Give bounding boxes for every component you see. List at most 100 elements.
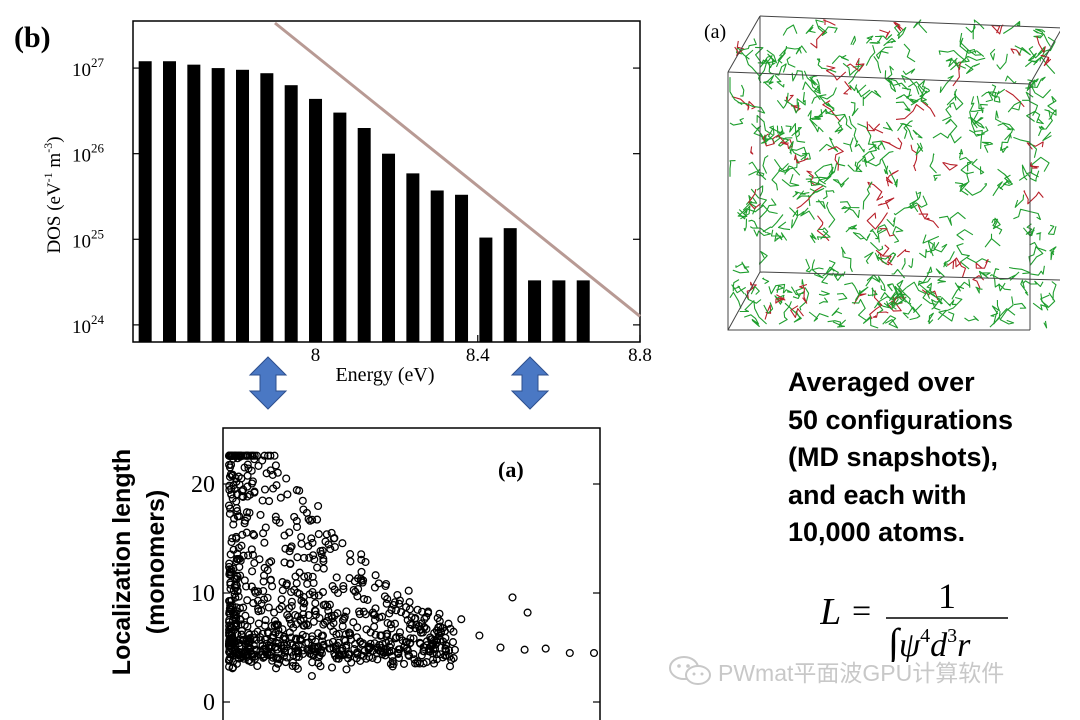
scatter-point (290, 512, 299, 521)
molecule-chain (882, 315, 899, 329)
scatter-point (357, 567, 366, 576)
molecule-chain (782, 24, 798, 36)
molecule-chain (1047, 95, 1057, 113)
scatter-point (272, 481, 281, 490)
molecule-chain (1036, 232, 1042, 241)
molecule-chain (992, 268, 1001, 288)
scatter-point (231, 574, 240, 583)
molecule-chain (1026, 141, 1044, 150)
molecule-chain (938, 309, 955, 322)
scatter-point (237, 487, 247, 496)
wechat-icon (669, 656, 711, 685)
scatter-point (344, 650, 353, 659)
molecule-chain (1000, 145, 1008, 153)
molecule-chain (959, 37, 985, 58)
molecule-chain (792, 191, 799, 198)
molecule-chain (762, 74, 775, 90)
scatter-point (347, 658, 356, 667)
scatter-point (390, 598, 399, 607)
scatter-point (342, 665, 351, 674)
scatter-point (319, 554, 328, 563)
scatter-point (378, 647, 387, 656)
molecule-chain (839, 201, 860, 209)
scatter-point (448, 638, 458, 647)
scatter-point (265, 497, 274, 506)
molecule-chain (990, 299, 1000, 317)
scatter-point (260, 652, 269, 661)
dos-x-tick-label: 8 (311, 345, 321, 366)
scatter-point (272, 620, 281, 629)
molecule-chain (762, 214, 784, 233)
molecule-chain (818, 25, 838, 36)
molecule-chain (929, 292, 941, 310)
molecule-chain (889, 80, 897, 93)
scatter-point (363, 595, 372, 604)
molecule-chain (776, 92, 789, 109)
loc-y-tick-label: 0 (203, 690, 215, 716)
scatter-point (342, 607, 351, 616)
molecule-chain (823, 166, 834, 183)
scatter-point (307, 534, 316, 543)
molecule-chain (998, 282, 1011, 292)
molecule-chain (908, 258, 914, 269)
dos-bar (284, 85, 298, 342)
scatter-point (243, 492, 252, 501)
scatter-point (284, 613, 294, 622)
molecule-chain (917, 80, 926, 102)
molecule-chain (784, 99, 800, 114)
molecule-chain (992, 181, 1004, 197)
molecule-chain (876, 224, 888, 243)
scatter-point (278, 625, 287, 634)
scatter-point (232, 603, 241, 612)
scatter-point (305, 590, 314, 599)
molecule-chain (814, 163, 833, 188)
molecule-chain (818, 297, 829, 305)
molecule-chain (862, 315, 879, 329)
molecule-chain (834, 114, 846, 134)
scatter-point (378, 612, 387, 621)
scatter-point (359, 595, 369, 604)
molecule-chain (1035, 28, 1046, 35)
molecule-chain (951, 279, 971, 300)
scatter-point (373, 655, 382, 664)
scatter-point (313, 515, 322, 524)
molecule-chain (946, 259, 962, 268)
molecule-chain (751, 123, 764, 138)
dos-bar (260, 73, 274, 342)
scatter-point (295, 568, 304, 577)
molecule-chain (818, 87, 837, 109)
scatter-point (330, 649, 339, 658)
scatter-point (457, 615, 466, 624)
scatter-point (233, 549, 242, 558)
scatter-point (258, 456, 267, 465)
molecule-chain (942, 161, 958, 171)
scatter-point (316, 547, 325, 556)
molecule-chain (958, 48, 977, 69)
molecule-chain (1004, 75, 1017, 84)
molecule-chain (1027, 52, 1042, 62)
molecule-chain (757, 49, 777, 64)
scatter-point (232, 532, 241, 541)
scatter-point (241, 611, 250, 620)
scatter-point (431, 640, 440, 649)
molecule-chain (935, 268, 946, 284)
molecule-chain (869, 228, 880, 240)
molecule-chain (815, 19, 824, 33)
scatter-point (371, 630, 380, 639)
molecule-chain (729, 291, 742, 309)
caption-text: Averaged over 50 configurations (MD snap… (788, 364, 1068, 552)
molecule-chain (964, 183, 987, 196)
scatter-point (273, 659, 283, 668)
molecule-chain (753, 229, 772, 237)
molecule-chain (750, 285, 760, 295)
molecule-chain (866, 121, 876, 132)
molecule-chain (867, 287, 878, 297)
molecule-chain (901, 257, 906, 270)
scatter-point (424, 607, 433, 616)
molecule-chain (971, 158, 985, 175)
molecule-chain (875, 46, 893, 60)
scatter-point (353, 592, 362, 601)
molecule-chain (968, 111, 985, 129)
scatter-point (229, 586, 238, 595)
molecule-chain (814, 84, 821, 95)
